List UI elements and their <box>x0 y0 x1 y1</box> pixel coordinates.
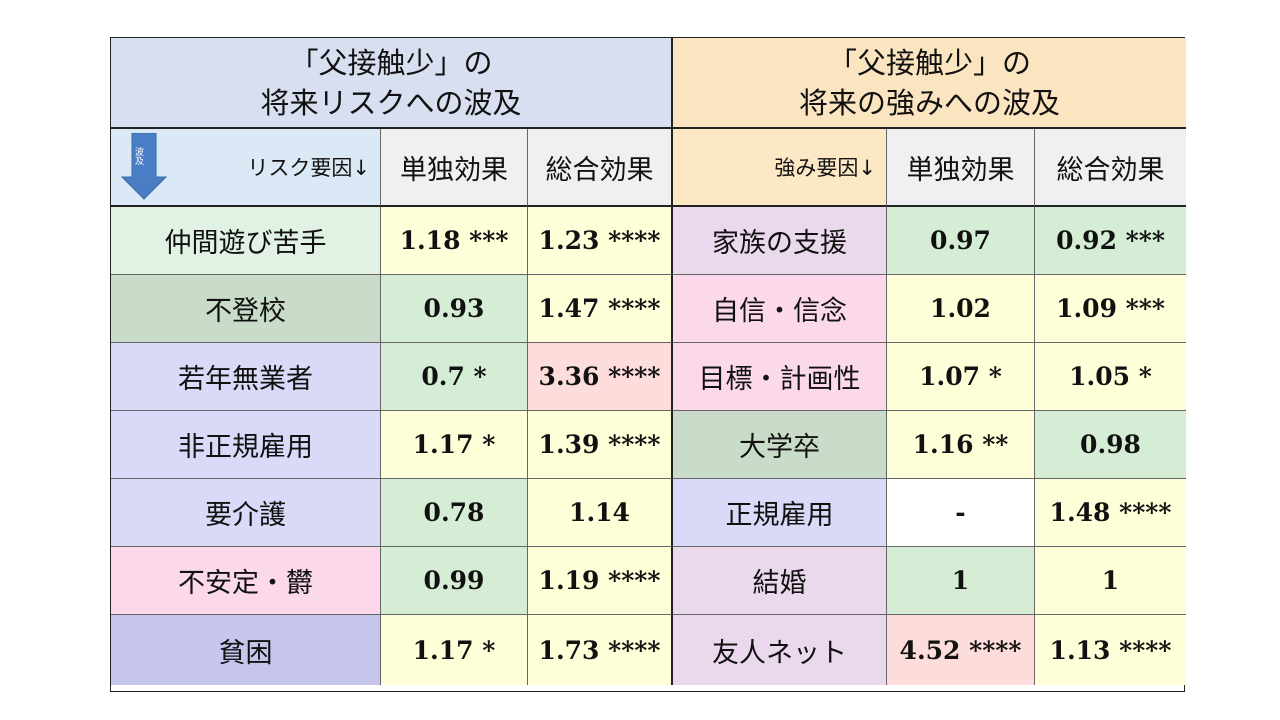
risk-factor-cell: 若年無業者 <box>111 343 381 411</box>
risk-factor-cell: 不安定・欝 <box>111 547 381 615</box>
header-risk-line2: 将来リスクへの波及 <box>260 85 522 120</box>
risk-total-effect-cell: 1.39 **** <box>528 411 673 479</box>
strength-factor-cell: 大学卒 <box>673 411 887 479</box>
header-risk-line1: 「父接触少」の <box>289 45 493 80</box>
risk-total-effect-cell: 1.23 **** <box>528 207 673 275</box>
strength-total-effect-cell: 1.09 *** <box>1035 275 1186 343</box>
risk-factor-cell: 仲間遊び苦手 <box>111 207 381 275</box>
risk-single-effect-cell: 0.93 <box>381 275 528 343</box>
strength-total-effect-cell: 1 <box>1035 547 1186 615</box>
risk-factor-cell: 不登校 <box>111 275 381 343</box>
strength-total-effect-cell: 1.13 **** <box>1035 615 1186 685</box>
risk-total-effect-cell: 1.47 **** <box>528 275 673 343</box>
strength-total-effect-cell: 0.92 *** <box>1035 207 1186 275</box>
effects-table: 「父接触少」の 将来リスクへの波及 「父接触少」の 将来の強みへの波及 波及 リ… <box>110 37 1186 692</box>
risk-single-effect-cell: 0.7 * <box>381 343 528 411</box>
strength-factor-cell: 自信・信念 <box>673 275 887 343</box>
risk-factor-label: リスク要因↓ <box>247 156 370 180</box>
strength-factor-header: 強み要因↓ <box>673 129 887 207</box>
strength-factor-cell: 結婚 <box>673 547 887 615</box>
risk-single-effect-cell: 1.17 * <box>381 615 528 685</box>
strength-factor-cell: 目標・計画性 <box>673 343 887 411</box>
header-strength-line1: 「父接触少」の <box>827 45 1031 80</box>
risk-total-effect-cell: 1.19 **** <box>528 547 673 615</box>
strength-single-effect-cell: 1.07 * <box>887 343 1035 411</box>
arrow-label: 波及 <box>133 147 143 165</box>
risk-total-effect-cell: 3.36 **** <box>528 343 673 411</box>
header-risk-spread: 「父接触少」の 将来リスクへの波及 <box>111 38 673 129</box>
single-effect-header-left: 単独効果 <box>381 129 528 207</box>
strength-total-effect-cell: 1.48 **** <box>1035 479 1186 547</box>
total-effect-header-right: 総合効果 <box>1035 129 1186 207</box>
strength-single-effect-cell: 0.97 <box>887 207 1035 275</box>
header-strength-spread: 「父接触少」の 将来の強みへの波及 <box>673 38 1186 129</box>
risk-factor-cell: 貧困 <box>111 615 381 685</box>
strength-factor-cell: 正規雇用 <box>673 479 887 547</box>
strength-single-effect-cell: 1 <box>887 547 1035 615</box>
strength-factor-cell: 友人ネット <box>673 615 887 685</box>
risk-factor-cell: 非正規雇用 <box>111 411 381 479</box>
risk-single-effect-cell: 0.99 <box>381 547 528 615</box>
risk-total-effect-cell: 1.73 **** <box>528 615 673 685</box>
risk-single-effect-cell: 1.17 * <box>381 411 528 479</box>
strength-single-effect-cell: 1.02 <box>887 275 1035 343</box>
risk-factor-cell: 要介護 <box>111 479 381 547</box>
risk-total-effect-cell: 1.14 <box>528 479 673 547</box>
strength-single-effect-cell: - <box>887 479 1035 547</box>
total-effect-header-left: 総合効果 <box>528 129 673 207</box>
strength-total-effect-cell: 0.98 <box>1035 411 1186 479</box>
risk-single-effect-cell: 0.78 <box>381 479 528 547</box>
header-strength-line2: 将来の強みへの波及 <box>798 85 1060 120</box>
risk-single-effect-cell: 1.18 *** <box>381 207 528 275</box>
strength-single-effect-cell: 4.52 **** <box>887 615 1035 685</box>
strength-total-effect-cell: 1.05 * <box>1035 343 1186 411</box>
strength-single-effect-cell: 1.16 ** <box>887 411 1035 479</box>
risk-factor-header: 波及 リスク要因↓ <box>111 129 381 207</box>
strength-factor-cell: 家族の支援 <box>673 207 887 275</box>
down-arrow-icon <box>120 133 168 200</box>
single-effect-header-right: 単独効果 <box>887 129 1035 207</box>
